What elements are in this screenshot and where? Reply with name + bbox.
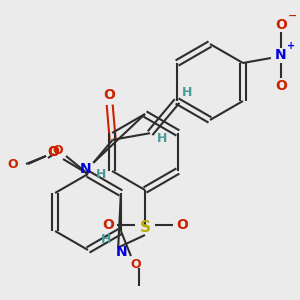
Text: S: S [140,220,151,235]
Text: O: O [8,158,18,170]
Text: H: H [101,233,111,246]
Text: N: N [116,245,127,260]
Text: O: O [47,145,59,159]
Text: O: O [275,79,287,93]
Text: +: + [287,41,295,51]
Text: H: H [96,168,106,181]
Text: O: O [104,88,116,102]
Text: O: O [275,18,287,32]
Text: H: H [157,132,167,145]
Text: N: N [80,162,91,176]
Text: O: O [176,218,188,232]
Text: O: O [47,145,59,159]
Text: O: O [102,218,114,232]
Text: H: H [182,86,192,100]
Text: N: N [275,48,287,62]
Text: −: − [288,11,298,21]
Text: O: O [53,145,63,158]
Text: O: O [130,257,141,271]
